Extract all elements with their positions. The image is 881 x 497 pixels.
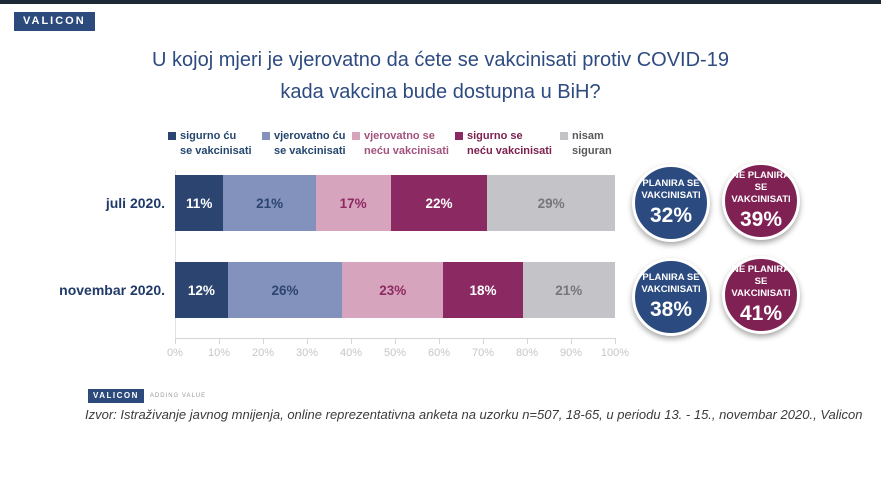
badge-value: 38% — [649, 298, 693, 321]
bar-row-novembar-2020: 12% 26% 23% 18% 21% — [175, 262, 615, 318]
legend-swatch — [168, 132, 176, 140]
page-title: U kojoj mjeri je vjerovatno da ćete se v… — [0, 44, 881, 108]
badge-ne-planira-novembar: NE PLANIRA SE VAKCINISATI 41% — [722, 256, 800, 334]
legend-item-vjerovatno-cu: vjerovatno ću se vakcinisati — [262, 129, 352, 159]
bar-segment: 18% — [443, 262, 523, 318]
bar-segment: 21% — [223, 175, 316, 231]
badge-label: PLANIRA SE VAKCINISATI — [641, 178, 701, 201]
category-label-novembar-2020: novembar 2020. — [59, 282, 165, 298]
axis-tick — [527, 339, 528, 344]
axis-tick — [571, 339, 572, 344]
legend-label: sigurno ću se vakcinisati — [180, 130, 252, 157]
bar-segment: 22% — [390, 175, 488, 231]
axis-tick-label: 30% — [295, 347, 319, 359]
x-axis: 0% 10% 20% 30% 40% 50% 60% 70% 80% 90% 100% — [167, 338, 629, 364]
axis-tick — [175, 339, 176, 344]
legend-label: vjerovatno ću se vakcinisati — [274, 130, 346, 157]
badge-label: NE PLANIRA SE VAKCINISATI — [731, 264, 791, 299]
axis-tick-label: 0% — [167, 347, 183, 359]
chart-legend: sigurno ću se vakcinisati vjerovatno ću se… — [168, 129, 615, 159]
footer-tagline: ADDING VALUE — [149, 393, 207, 399]
bar-segment: 21% — [522, 262, 615, 318]
axis-tick — [219, 339, 220, 344]
axis-tick-label: 70% — [471, 347, 495, 359]
valicon-logo: VALICON — [14, 12, 95, 31]
axis-tick-label: 80% — [515, 347, 539, 359]
legend-swatch — [262, 132, 270, 140]
legend-swatch — [560, 132, 568, 140]
badge-ne-planira-juli: NE PLANIRA SE VAKCINISATI 39% — [722, 162, 800, 240]
axis-tick — [307, 339, 308, 344]
legend-label: nisam siguran — [572, 130, 612, 157]
bar-segment: 26% — [227, 262, 343, 318]
axis-tick — [263, 339, 264, 344]
category-label-juli-2020: juli 2020. — [105, 195, 165, 211]
footer-valicon-logo: VALICON — [88, 389, 144, 403]
badge-planira-novembar: PLANIRA SE VAKCINISATI 38% — [632, 258, 710, 336]
badge-planira-juli: PLANIRA SE VAKCINISATI 32% — [632, 164, 710, 242]
badge-label: PLANIRA SE VAKCINISATI — [641, 272, 701, 295]
legend-item-vjerovatno-necu: vjerovatno se neću vakcinisati — [352, 129, 455, 159]
top-accent-bar — [0, 0, 881, 4]
axis-tick-label: 60% — [427, 347, 451, 359]
footer-logo: VALICON ADDING VALUE — [88, 389, 206, 403]
legend-swatch — [352, 132, 360, 140]
badge-value: 32% — [649, 204, 693, 227]
bar-segment: 29% — [487, 175, 615, 231]
axis-tick — [439, 339, 440, 344]
legend-swatch — [455, 132, 463, 140]
y-axis-line — [175, 170, 176, 343]
legend-item-nisam-siguran: nisam siguran — [560, 129, 615, 159]
source-text: Izvor: Istraživanje javnog mnijenja, onl… — [85, 407, 863, 422]
axis-tick-label: 40% — [339, 347, 363, 359]
bar-row-juli-2020: 11% 21% 17% 22% 29% — [175, 175, 615, 231]
legend-item-sigurno-cu: sigurno ću se vakcinisati — [168, 129, 262, 159]
axis-tick-label: 90% — [559, 347, 583, 359]
badge-label: NE PLANIRA SE VAKCINISATI — [731, 170, 791, 205]
axis-tick-label: 50% — [383, 347, 407, 359]
axis-tick-label: 20% — [251, 347, 275, 359]
title-line-2: kada vakcina bude dostupna u BiH? — [280, 81, 601, 103]
legend-item-sigurno-necu: sigurno se neću vakcinisati — [455, 129, 560, 159]
badge-value: 41% — [739, 302, 783, 325]
axis-tick — [483, 339, 484, 344]
legend-label: vjerovatno se neću vakcinisati — [364, 130, 449, 157]
bar-segment: 12% — [175, 262, 228, 318]
title-line-1: U kojoj mjeri je vjerovatno da ćete se v… — [152, 49, 729, 71]
legend-label: sigurno se neću vakcinisati — [467, 130, 552, 157]
axis-tick — [615, 339, 616, 344]
bar-segment: 23% — [342, 262, 444, 318]
badge-value: 39% — [739, 208, 783, 231]
axis-tick-label: 10% — [207, 347, 231, 359]
bar-segment: 17% — [315, 175, 391, 231]
bar-segment: 11% — [175, 175, 224, 231]
axis-tick — [351, 339, 352, 344]
axis-tick — [395, 339, 396, 344]
axis-tick-label: 100% — [600, 347, 630, 359]
